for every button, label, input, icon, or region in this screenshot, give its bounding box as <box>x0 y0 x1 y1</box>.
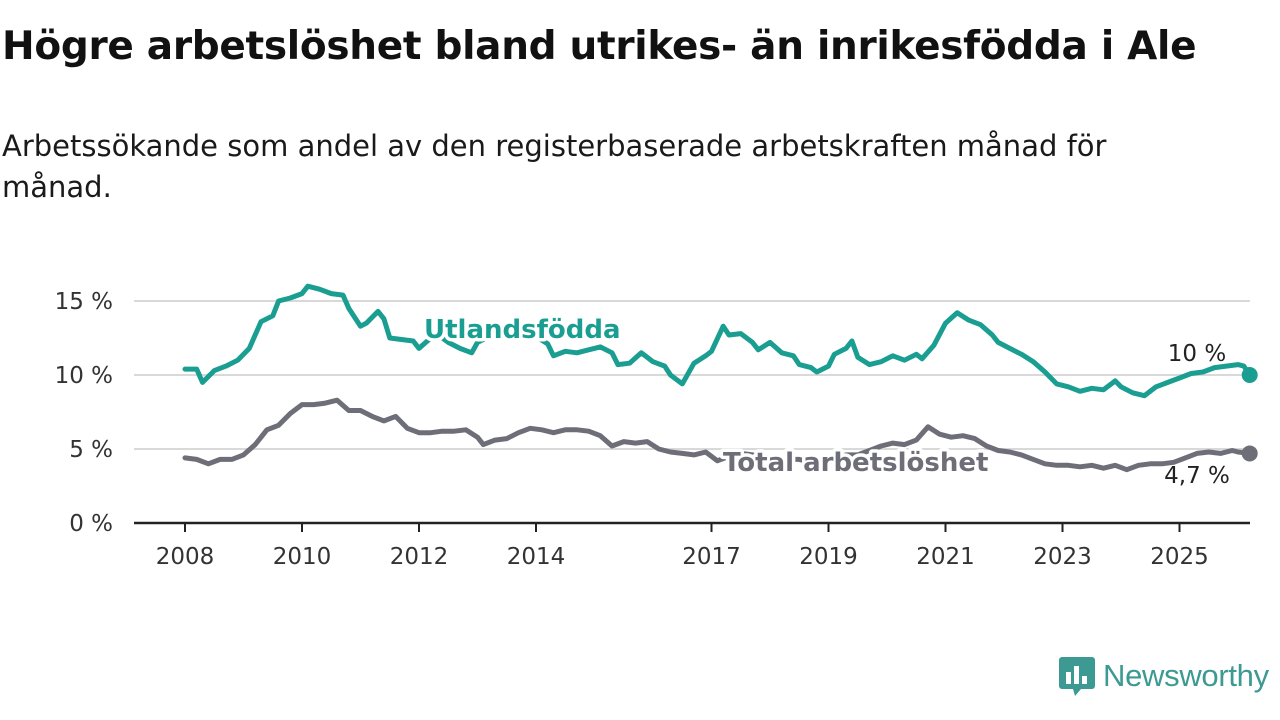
page-title: Högre arbetslöshet bland utrikes- än inr… <box>2 24 1197 69</box>
x-tick-label: 2017 <box>682 544 741 570</box>
brand-logo[interactable]: Newsworthy <box>1059 655 1269 697</box>
x-tick-label: 2008 <box>156 544 215 570</box>
y-tick-label: 5 % <box>69 437 113 463</box>
foreign-born-end-value: 10 % <box>1168 341 1226 367</box>
x-tick-label: 2023 <box>1033 544 1092 570</box>
series-label-total: Total arbetslöshet <box>723 448 988 478</box>
y-tick-label: 0 % <box>69 511 113 537</box>
foreign-born-line <box>182 283 1253 399</box>
chart-subtitle: Arbetssökande som andel av den registerb… <box>2 129 1107 204</box>
x-tick-label: 2010 <box>273 544 332 570</box>
total-end-marker <box>1241 445 1258 462</box>
y-tick-label: 15 % <box>55 289 113 315</box>
x-tick-label: 2021 <box>916 544 975 570</box>
x-tick-label: 2019 <box>799 544 858 570</box>
x-tick-label: 2025 <box>1150 544 1209 570</box>
y-tick-label: 10 % <box>55 363 113 389</box>
series-label-foreign-born: Utlandsfödda <box>424 315 621 345</box>
foreign-born-end-marker <box>1241 367 1258 383</box>
x-tick-label: 2012 <box>390 544 449 570</box>
x-tick-label: 2014 <box>507 544 566 570</box>
total-unemployment-line <box>182 397 1253 473</box>
total-end-value: 4,7 % <box>1164 463 1230 489</box>
brand-name: Newsworthy <box>1103 658 1269 693</box>
newsworthy-logo-icon <box>1059 657 1095 696</box>
